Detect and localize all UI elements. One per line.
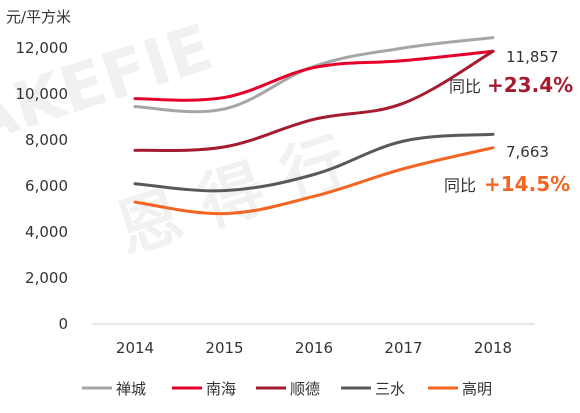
series-line-南海 xyxy=(133,49,495,102)
series-line-高明 xyxy=(133,146,495,216)
annotations: 11,857 同比 +23.4% 7,663 同比 +14.5% xyxy=(444,48,573,196)
x-tick-label: 2014 xyxy=(116,339,154,357)
legend-label: 高明 xyxy=(462,380,492,398)
yoy-value-1: +23.4% xyxy=(487,73,573,97)
x-tick-label: 2017 xyxy=(384,339,422,357)
y-tick-label: 2,000 xyxy=(25,269,68,287)
nanhai-end-value: 11,857 xyxy=(506,48,559,66)
unit-label: 元/平方米 xyxy=(6,8,71,26)
legend-item: 顺德 xyxy=(256,380,320,398)
x-axis: 2014 2015 2016 2017 2018 xyxy=(116,339,512,357)
legend-label: 三水 xyxy=(375,380,405,398)
x-tick-label: 2015 xyxy=(205,339,243,357)
legend-item: 高明 xyxy=(428,380,492,398)
legend: 禅城 南海 顺德 三水 高明 xyxy=(82,380,492,398)
series-lines xyxy=(133,36,495,216)
series-line-三水 xyxy=(133,132,495,193)
y-tick-label: 6,000 xyxy=(25,177,68,195)
y-tick-label: 0 xyxy=(58,315,68,333)
yoy-label-1: 同比 xyxy=(449,77,481,96)
y-tick-label: 4,000 xyxy=(25,223,68,241)
yoy-value-2: +14.5% xyxy=(484,172,570,196)
series-line-顺德 xyxy=(133,49,495,152)
y-tick-label: 10,000 xyxy=(16,85,69,103)
y-tick-label: 12,000 xyxy=(16,39,69,57)
gaoming-end-value: 7,663 xyxy=(506,143,549,161)
legend-item: 三水 xyxy=(341,380,405,398)
legend-label: 南海 xyxy=(206,380,236,398)
y-tick-label: 8,000 xyxy=(25,131,68,149)
legend-label: 禅城 xyxy=(116,380,146,398)
legend-item: 禅城 xyxy=(82,380,146,398)
yoy-label-2: 同比 xyxy=(444,176,476,195)
x-tick-label: 2018 xyxy=(474,339,512,357)
legend-label: 顺德 xyxy=(290,380,320,398)
y-axis: 0 2,000 4,000 6,000 8,000 10,000 12,000 xyxy=(16,39,69,333)
legend-item: 南海 xyxy=(172,380,236,398)
x-tick-label: 2016 xyxy=(295,339,333,357)
